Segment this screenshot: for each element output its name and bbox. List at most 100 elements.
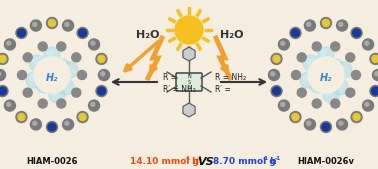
Circle shape — [363, 100, 373, 111]
Circle shape — [16, 27, 27, 38]
Circle shape — [291, 70, 301, 79]
Circle shape — [5, 100, 15, 111]
Circle shape — [54, 59, 70, 75]
Circle shape — [291, 29, 299, 37]
Circle shape — [0, 87, 6, 95]
Circle shape — [332, 63, 336, 67]
Circle shape — [65, 121, 69, 125]
Circle shape — [91, 41, 95, 45]
Circle shape — [370, 53, 378, 64]
Circle shape — [18, 30, 22, 34]
Circle shape — [65, 66, 71, 70]
Circle shape — [175, 16, 203, 44]
Circle shape — [0, 72, 1, 76]
Circle shape — [0, 69, 6, 80]
Circle shape — [17, 29, 25, 37]
Circle shape — [57, 99, 66, 108]
Circle shape — [88, 39, 99, 50]
Circle shape — [49, 87, 65, 103]
Circle shape — [31, 119, 42, 130]
Circle shape — [29, 76, 34, 80]
Circle shape — [268, 69, 279, 80]
Circle shape — [304, 76, 308, 80]
Circle shape — [34, 57, 70, 93]
Circle shape — [365, 102, 369, 106]
Circle shape — [77, 27, 88, 38]
Circle shape — [271, 72, 275, 76]
Circle shape — [346, 53, 355, 62]
Circle shape — [63, 119, 74, 130]
Circle shape — [17, 70, 26, 79]
Circle shape — [304, 20, 315, 31]
Circle shape — [292, 114, 299, 120]
Text: N
S
N: N S N — [187, 74, 191, 90]
Circle shape — [327, 91, 332, 95]
Circle shape — [370, 86, 378, 96]
Circle shape — [57, 42, 66, 51]
Circle shape — [372, 87, 378, 95]
Text: HIAM-0026v: HIAM-0026v — [297, 158, 355, 166]
Circle shape — [44, 47, 60, 63]
Circle shape — [321, 122, 332, 132]
Text: h: h — [267, 158, 277, 166]
Circle shape — [336, 20, 347, 31]
Circle shape — [72, 53, 81, 62]
Circle shape — [23, 53, 32, 62]
Circle shape — [57, 63, 62, 67]
Circle shape — [0, 88, 3, 92]
Circle shape — [273, 87, 280, 95]
Circle shape — [5, 39, 15, 50]
Circle shape — [65, 22, 69, 26]
Circle shape — [297, 53, 306, 62]
Circle shape — [353, 114, 360, 120]
Circle shape — [346, 88, 355, 97]
Text: H₂: H₂ — [46, 73, 58, 83]
Circle shape — [372, 69, 378, 80]
Circle shape — [336, 119, 347, 130]
Circle shape — [339, 22, 343, 26]
Text: -1: -1 — [197, 155, 203, 161]
Circle shape — [322, 51, 327, 55]
Circle shape — [0, 56, 3, 60]
Circle shape — [308, 57, 344, 93]
Circle shape — [98, 87, 105, 95]
Circle shape — [331, 42, 340, 51]
Circle shape — [101, 72, 105, 76]
Circle shape — [297, 88, 306, 97]
Text: H₂O: H₂O — [136, 30, 160, 40]
Circle shape — [321, 18, 332, 29]
Circle shape — [33, 58, 37, 64]
Circle shape — [323, 87, 339, 103]
Circle shape — [62, 62, 78, 78]
Circle shape — [271, 86, 282, 96]
Circle shape — [98, 88, 102, 92]
Circle shape — [312, 99, 321, 108]
Text: h: h — [189, 158, 198, 166]
Circle shape — [303, 55, 319, 71]
Text: 14.10 mmol g: 14.10 mmol g — [130, 158, 199, 166]
Circle shape — [328, 59, 344, 75]
Circle shape — [48, 19, 56, 27]
Circle shape — [48, 51, 53, 55]
Circle shape — [339, 66, 344, 70]
Circle shape — [46, 122, 57, 132]
Circle shape — [300, 72, 316, 88]
Text: R =: R = — [163, 73, 177, 81]
Circle shape — [279, 39, 290, 50]
Circle shape — [0, 55, 6, 62]
Circle shape — [49, 20, 53, 24]
Circle shape — [18, 114, 22, 118]
Circle shape — [281, 41, 285, 45]
Circle shape — [273, 56, 277, 60]
Circle shape — [336, 62, 352, 78]
Circle shape — [279, 100, 290, 111]
Circle shape — [332, 79, 348, 95]
Circle shape — [46, 18, 57, 29]
Circle shape — [351, 27, 362, 38]
Circle shape — [33, 22, 37, 26]
Circle shape — [273, 55, 280, 62]
Circle shape — [307, 58, 311, 64]
Text: R = NH₂: R = NH₂ — [215, 73, 246, 81]
Circle shape — [38, 42, 47, 51]
Circle shape — [353, 29, 361, 37]
